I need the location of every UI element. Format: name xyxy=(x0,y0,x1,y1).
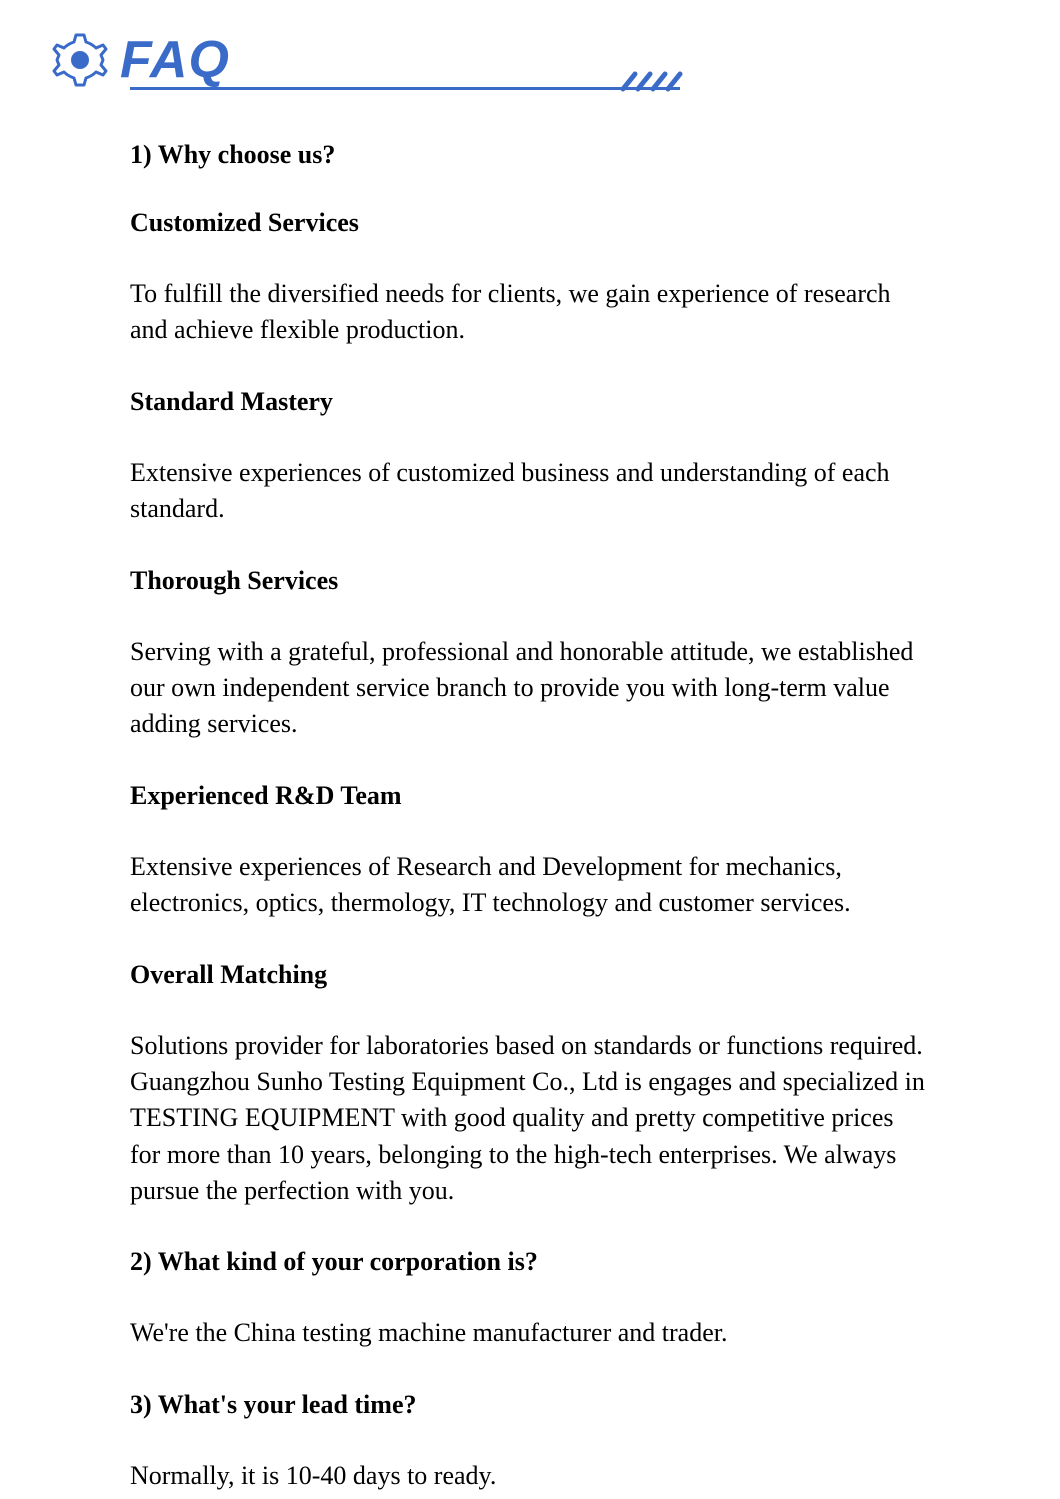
subheading-customized-services: Customized Services xyxy=(130,208,930,238)
question-1: 1) Why choose us? xyxy=(130,140,930,170)
question-2: 2) What kind of your corporation is? xyxy=(130,1247,930,1277)
gear-icon xyxy=(50,30,110,90)
text-experienced-rd-team: Extensive experiences of Research and De… xyxy=(130,849,930,922)
text-overall-matching: Solutions provider for laboratories base… xyxy=(130,1028,930,1210)
faq-header: FAQ xyxy=(0,0,1060,90)
subheading-standard-mastery: Standard Mastery xyxy=(130,387,930,417)
text-thorough-services: Serving with a grateful, professional an… xyxy=(130,634,930,743)
faq-title: FAQ xyxy=(120,30,230,90)
text-customized-services: To fulfill the diversified needs for cli… xyxy=(130,276,930,349)
question-3: 3) What's your lead time? xyxy=(130,1390,930,1420)
answer-2: We're the China testing machine manufact… xyxy=(130,1315,930,1351)
text-standard-mastery: Extensive experiences of customized busi… xyxy=(130,455,930,528)
subheading-thorough-services: Thorough Services xyxy=(130,566,930,596)
subheading-experienced-rd-team: Experienced R&D Team xyxy=(130,781,930,811)
answer-3: Normally, it is 10-40 days to ready. xyxy=(130,1458,930,1494)
subheading-overall-matching: Overall Matching xyxy=(130,960,930,990)
chevrons-icon xyxy=(620,69,690,98)
faq-content: 1) Why choose us? Customized Services To… xyxy=(0,90,1060,1494)
header-underline xyxy=(130,87,680,90)
